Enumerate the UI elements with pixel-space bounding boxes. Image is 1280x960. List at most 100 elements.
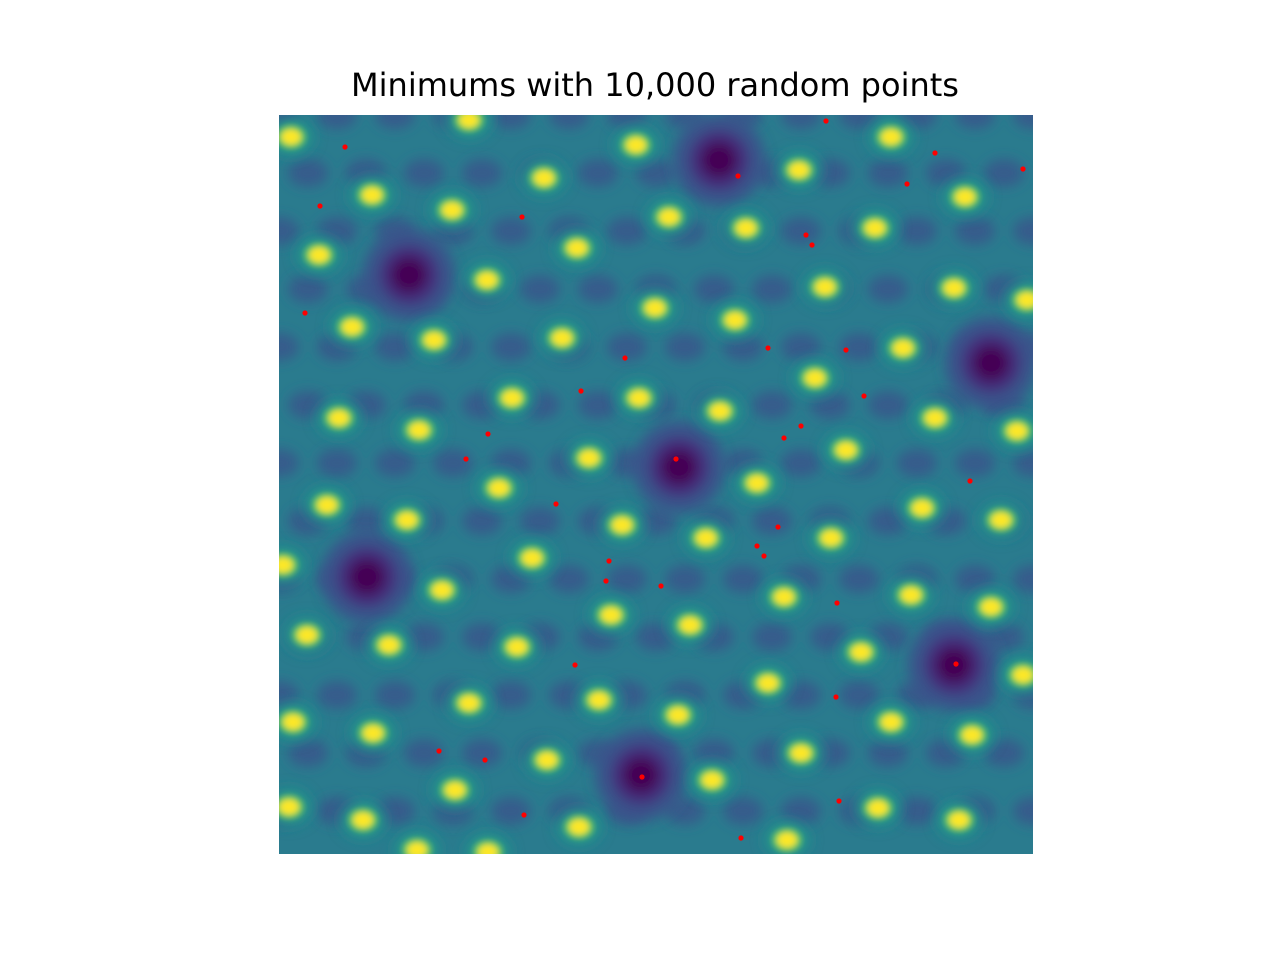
heatmap-low-patch [984, 739, 1024, 767]
heatmap-low-patch [897, 449, 937, 477]
heatmap-low-patch [868, 159, 908, 187]
maximum-core [281, 129, 301, 145]
maximum-core [981, 599, 1001, 615]
random-point [932, 150, 938, 156]
maximum-core [702, 772, 722, 788]
maximum-core [362, 187, 382, 203]
maximum-core [962, 727, 982, 743]
maximum-core [710, 403, 730, 419]
heatmap-low-patch [636, 507, 676, 535]
heatmap-low-patch [1013, 565, 1033, 593]
heatmap-low-patch [955, 565, 995, 593]
random-point [1020, 166, 1026, 172]
random-point [735, 173, 741, 179]
heatmap-low-patch [723, 797, 763, 825]
maximum-core [552, 330, 572, 346]
maximum-core [601, 607, 621, 623]
heatmap-low-patch [955, 217, 995, 245]
heatmap-low-patch [288, 275, 328, 303]
heatmap-plot-area [279, 115, 1033, 854]
heatmap-low-patch [462, 739, 502, 767]
heatmap-low-patch [781, 333, 821, 361]
heatmap-low-patch [549, 115, 589, 129]
maximum-core [612, 517, 632, 533]
maximum-core [279, 557, 293, 573]
maximum-core [645, 300, 665, 316]
random-point [781, 435, 787, 441]
heatmap-low-patch [781, 797, 821, 825]
random-point [603, 578, 609, 584]
maximum-core [1007, 423, 1027, 439]
maximum-core [668, 707, 688, 723]
random-point [639, 774, 645, 780]
heatmap-low-patch [404, 623, 444, 651]
heatmap-low-patch [279, 333, 299, 361]
maximum-core [815, 279, 835, 295]
maximum-core [626, 137, 646, 153]
maximum-core [567, 240, 587, 256]
maximum-core [791, 745, 811, 761]
heatmap-low-patch [1013, 449, 1033, 477]
maximum-core [1013, 667, 1033, 683]
random-point [953, 661, 959, 667]
heatmap-low-patch [868, 275, 908, 303]
heatmap-low-patch [665, 333, 705, 361]
heatmap-low-patch [984, 159, 1024, 187]
heatmap-low-patch [1013, 797, 1033, 825]
heatmap-low-patch [723, 565, 763, 593]
heatmap-low-patch [1013, 115, 1033, 129]
maximum-core [379, 637, 399, 653]
maximum-core [507, 639, 527, 655]
heatmap-low-patch [955, 115, 995, 129]
heatmap-low-patch [279, 681, 299, 709]
random-point [823, 118, 829, 124]
random-point [738, 835, 744, 841]
random-point [302, 310, 308, 316]
random-point [775, 524, 781, 530]
maximum-core [342, 319, 362, 335]
heatmap-low-patch [549, 565, 589, 593]
random-point [833, 694, 839, 700]
maximum-core [851, 644, 871, 660]
heatmap-low-patch [955, 449, 995, 477]
heatmap-low-patch [752, 623, 792, 651]
maximum-core [747, 475, 767, 491]
heatmap-low-patch [491, 115, 531, 129]
maximum-core [955, 189, 975, 205]
maximum-core [991, 512, 1011, 528]
random-point [836, 798, 842, 804]
maximum-core [329, 410, 349, 426]
heatmap-low-patch [462, 507, 502, 535]
maximum-core [579, 450, 599, 466]
maximum-core [789, 162, 809, 178]
random-point [485, 431, 491, 437]
heatmap-low-patch [752, 391, 792, 419]
heatmap-low-patch [491, 797, 531, 825]
heatmap-low-patch [723, 333, 763, 361]
maximum-core [534, 170, 554, 186]
heatmap-low-patch [491, 217, 531, 245]
maximum-core [758, 675, 778, 691]
random-point [765, 345, 771, 351]
heatmap-low-patch [607, 217, 647, 245]
random-point [834, 600, 840, 606]
random-point [606, 558, 612, 564]
maximum-core [868, 800, 888, 816]
random-point [482, 757, 488, 763]
maximum-core [949, 812, 969, 828]
heatmap-low-patch [897, 217, 937, 245]
maximum-core [659, 209, 679, 225]
heatmap-low-patch [288, 739, 328, 767]
maximum-core [537, 752, 557, 768]
heatmap-low-patch [404, 739, 444, 767]
maximum-core [696, 530, 716, 546]
maximum-core [881, 129, 901, 145]
heatmap-low-patch [868, 739, 908, 767]
heatmap-low-patch [868, 507, 908, 535]
random-point [803, 232, 809, 238]
maximum-core [317, 497, 337, 513]
heatmap-low-patch [346, 507, 386, 535]
maximum-core [283, 714, 303, 730]
minimum-core [973, 345, 1009, 381]
maximum-core [680, 617, 700, 633]
